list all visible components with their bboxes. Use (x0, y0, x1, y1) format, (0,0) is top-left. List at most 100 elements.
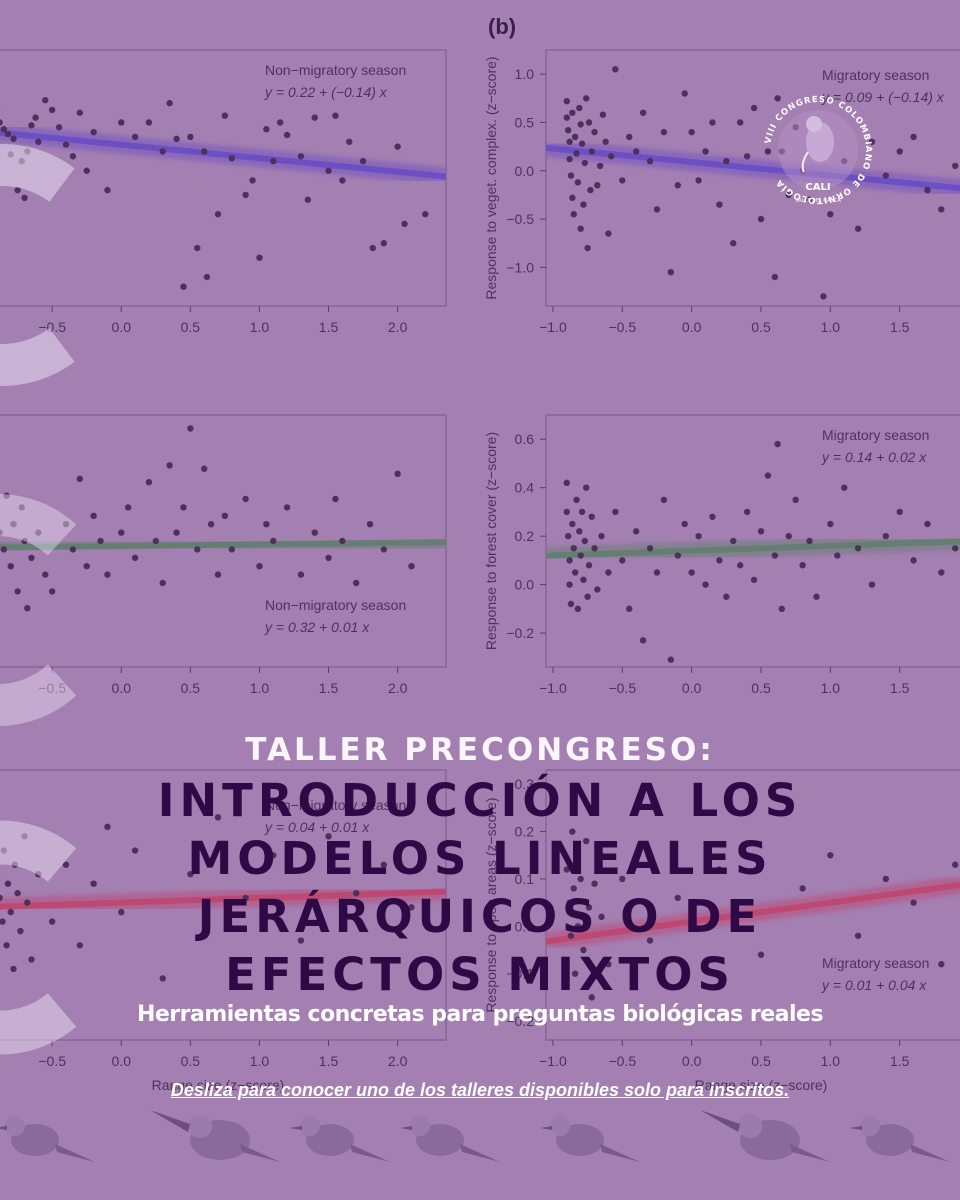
x-tick-label: 0.0 (112, 1053, 132, 1069)
x-tick-label: −0.5 (608, 680, 636, 696)
data-point (187, 871, 194, 878)
data-point (602, 138, 609, 145)
data-point (580, 576, 587, 583)
bird-beak (400, 1126, 412, 1130)
data-point (221, 112, 229, 119)
regression-equation: y = 0.14 + 0.02 x (821, 449, 927, 465)
data-point (681, 90, 688, 97)
data-point (24, 899, 31, 906)
x-axis-label: Range size (z−score) (695, 1077, 828, 1093)
data-point (591, 545, 598, 552)
arc-decoration (0, 494, 77, 726)
data-point (567, 600, 575, 608)
data-point (14, 889, 21, 897)
data-point (563, 866, 571, 873)
data-point (605, 961, 612, 968)
series-annotation-title: Non−migratory season (265, 62, 406, 78)
logo-emblem-icon: VIII CONGRESO COLOMBIANO DE ORNITOLOGÍA … (763, 95, 872, 205)
swipe-cta-link[interactable]: Desliza para conocer uno de los talleres… (170, 1080, 790, 1100)
x-tick-label: −0.5 (38, 680, 66, 696)
data-point (653, 206, 661, 213)
bird-beak (540, 1126, 552, 1130)
data-point (567, 932, 575, 939)
data-point (571, 133, 579, 141)
x-tick-label: 0.0 (682, 680, 702, 696)
data-point (591, 880, 598, 887)
x-tick-label: 0.0 (112, 680, 132, 696)
data-point (3, 942, 10, 949)
data-point (587, 186, 594, 194)
data-point (580, 946, 587, 954)
data-point (124, 504, 132, 511)
data-point (827, 520, 834, 528)
bird-head (410, 1116, 430, 1136)
x-tick-label: 1.5 (890, 680, 910, 696)
bird-tail (600, 1144, 640, 1162)
data-point (325, 554, 332, 561)
data-point (577, 552, 584, 559)
data-point (83, 563, 90, 570)
data-point (799, 562, 806, 569)
data-point (574, 605, 582, 613)
data-point (200, 465, 208, 472)
regression-equation: y = 0.04 + 0.01 x (264, 819, 370, 835)
x-tick-label: 0.5 (751, 1053, 771, 1069)
data-point (221, 512, 229, 519)
data-point (200, 148, 208, 155)
data-point (0, 119, 3, 126)
y-tick-label: −0.5 (506, 211, 534, 227)
data-point (598, 532, 605, 540)
data-point (76, 109, 84, 116)
bird-icon (290, 1116, 390, 1162)
data-point (667, 656, 675, 663)
data-point (563, 114, 571, 121)
data-point (709, 119, 716, 126)
bird-tail (910, 1144, 950, 1162)
data-point (214, 571, 222, 578)
data-point (570, 211, 577, 218)
data-point (352, 579, 360, 587)
data-point (785, 191, 792, 199)
data-point (408, 563, 415, 570)
data-point (619, 875, 626, 883)
data-point (569, 828, 576, 835)
data-point (76, 942, 84, 949)
data-point (569, 194, 576, 202)
data-point (173, 135, 180, 143)
data-point (263, 521, 270, 528)
data-point (24, 605, 31, 612)
bird-tail (55, 1144, 95, 1162)
data-point (380, 240, 388, 247)
data-point (187, 133, 194, 141)
data-point (792, 496, 799, 504)
data-point (42, 571, 49, 578)
data-point (10, 521, 17, 528)
series-annotation-title: Migratory season (822, 955, 929, 971)
y-tick-label: 0.5 (515, 114, 535, 130)
data-point (757, 215, 765, 223)
data-point (896, 508, 903, 516)
data-point (639, 109, 647, 116)
data-point (159, 148, 166, 155)
data-point (674, 182, 681, 189)
data-point (594, 182, 601, 189)
data-point (187, 425, 194, 432)
data-point (62, 521, 70, 528)
data-point (743, 508, 751, 516)
data-point (346, 138, 353, 145)
data-point (570, 545, 577, 552)
data-point (619, 177, 626, 184)
data-point (297, 153, 305, 160)
x-tick-label: 2.0 (388, 319, 408, 335)
data-point (757, 951, 765, 958)
regression-equation: y = 0.32 + 0.01 x (264, 619, 370, 635)
bird-beak (700, 1110, 740, 1132)
data-point (868, 581, 876, 588)
data-point (577, 875, 584, 883)
data-point (401, 220, 408, 228)
regression-line (546, 881, 960, 945)
data-point (578, 140, 586, 147)
data-point (270, 537, 277, 545)
data-point (723, 593, 730, 600)
